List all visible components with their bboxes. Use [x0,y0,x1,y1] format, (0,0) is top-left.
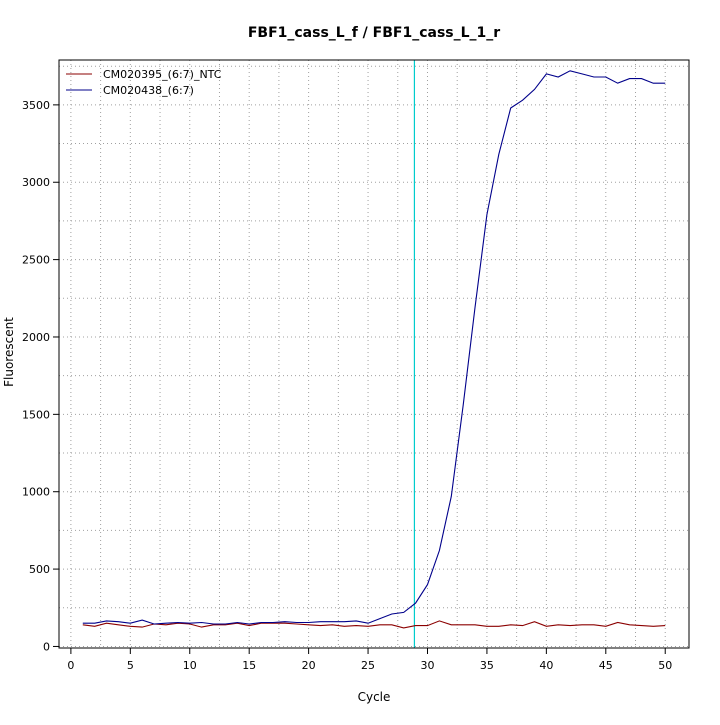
x-tick-label: 30 [420,659,434,672]
x-tick-label: 40 [539,659,553,672]
legend-label: CM020395_(6:7)_NTC [103,68,222,81]
x-axis-label: Cycle [358,690,391,704]
x-tick-label: 35 [480,659,494,672]
series-line-1 [82,620,666,629]
x-tick-label: 15 [242,659,256,672]
chart-title: FBF1_cass_L_f / FBF1_cass_L_1_r [248,25,500,41]
legend-label: CM020438_(6:7) [103,84,194,97]
x-tick-label: 50 [658,659,672,672]
series-lines [82,70,666,629]
y-tick-label: 2000 [22,331,50,344]
y-axis-label: Fluorescent [2,317,16,387]
series-line-2 [82,70,666,625]
y-tick-label: 1000 [22,486,50,499]
x-tick-label: 0 [67,659,74,672]
plot-border [58,59,690,649]
y-tick-label: 2500 [22,254,50,267]
x-tick-label: 5 [127,659,134,672]
y-tick-label: 3500 [22,99,50,112]
grid [59,60,689,648]
x-tick-label: 20 [302,659,316,672]
x-tick-label: 25 [361,659,375,672]
y-tick-label: 500 [29,563,50,576]
legend: CM020395_(6:7)_NTC CM020438_(6:7) [66,68,222,97]
y-tick-label: 1500 [22,408,50,421]
axes: 0 5 10 15 20 25 30 35 40 45 5005001000150020002500… [22,59,690,672]
x-tick-label: 45 [599,659,613,672]
y-tick-label: 3000 [22,176,50,189]
y-tick-label: 0 [43,640,50,653]
x-tick-label: 10 [183,659,197,672]
